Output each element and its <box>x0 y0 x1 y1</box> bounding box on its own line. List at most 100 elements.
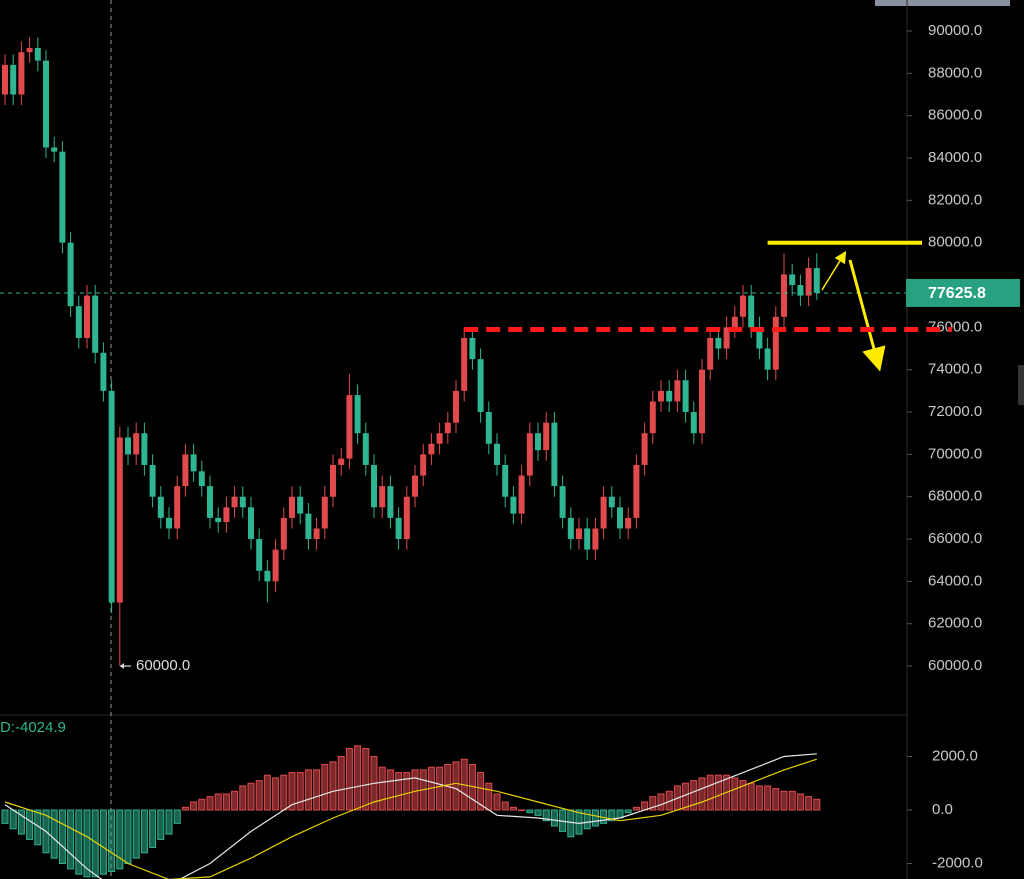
histogram-bar <box>75 809 83 875</box>
y-tick-label: 64000.0 <box>928 572 982 589</box>
histogram-bar <box>67 809 75 870</box>
histogram-bar <box>239 785 247 811</box>
candle-body <box>272 549 279 582</box>
candle-body <box>641 433 648 465</box>
histogram-bar <box>518 809 526 811</box>
histogram-bar <box>329 761 337 811</box>
candle-body <box>239 496 246 508</box>
candle-body <box>321 496 328 529</box>
candle-body <box>157 496 164 518</box>
histogram-bar <box>140 809 148 854</box>
histogram-bar <box>452 761 460 811</box>
candle-body <box>559 486 566 518</box>
candle-body <box>444 422 451 434</box>
histogram-bar <box>780 790 788 811</box>
candle-body <box>198 471 205 487</box>
axes: 60000.0 62000.0 64000.0 66000.0 68000.0 70000… <box>906 22 1020 871</box>
histogram-bar <box>231 790 239 811</box>
candle-body <box>617 507 623 529</box>
histogram-bar <box>280 774 288 811</box>
histogram-bar <box>157 809 165 840</box>
histogram-bar <box>657 793 665 811</box>
y-tick-label: 66000.0 <box>928 530 982 547</box>
candle-body <box>740 295 746 317</box>
candle-body <box>756 327 763 349</box>
histogram-bar <box>247 782 255 811</box>
candle-body <box>354 395 361 434</box>
histogram-bar <box>698 777 706 811</box>
candle-body <box>805 268 812 296</box>
histogram-bar <box>813 798 821 811</box>
candle-body <box>174 486 181 529</box>
histogram-bar <box>788 790 796 811</box>
candle-body <box>362 433 369 465</box>
candle-body <box>256 539 263 571</box>
candle-body <box>502 464 509 497</box>
candle-body <box>625 517 632 529</box>
candle-body <box>264 570 271 582</box>
candle-body <box>477 359 484 413</box>
candle-body <box>781 274 787 317</box>
histogram-bar <box>796 793 804 811</box>
candle-body <box>731 316 738 328</box>
histogram-bar <box>149 809 157 848</box>
toolbar-tab[interactable] <box>875 0 1010 6</box>
candle-body <box>403 496 410 540</box>
candle-body <box>518 475 525 514</box>
histogram-bar <box>9 809 17 830</box>
candle-body <box>789 274 796 286</box>
histogram-bar <box>690 780 698 811</box>
histogram-bar <box>263 774 271 811</box>
candle-body <box>469 337 476 360</box>
candle-body <box>371 464 377 508</box>
candle-body <box>116 437 123 603</box>
candle-body <box>690 412 697 434</box>
candle-body <box>75 306 82 338</box>
histogram-bar <box>345 747 353 811</box>
histogram-bar <box>755 785 763 811</box>
candle-body <box>346 395 353 459</box>
candle-body <box>461 337 468 391</box>
histogram-bar <box>272 777 280 811</box>
histogram-bar <box>50 809 58 859</box>
macd-panel <box>1 745 821 879</box>
histogram-bar <box>395 772 403 811</box>
candle-body <box>18 52 25 95</box>
scroll-handle[interactable] <box>1018 365 1024 405</box>
candle-body <box>436 433 443 444</box>
candle-body <box>649 401 656 434</box>
candle-body <box>100 352 107 391</box>
candle-body <box>666 390 673 402</box>
low-marker-head <box>120 663 124 670</box>
histogram-bar <box>116 809 124 870</box>
candle-body <box>92 295 99 353</box>
candle-body <box>658 390 664 402</box>
y-tick-label: 0.0 <box>932 801 953 818</box>
y-tick-label: 86000.0 <box>928 107 982 124</box>
histogram-bar <box>509 806 517 811</box>
y-tick-label: 90000.0 <box>928 22 982 39</box>
y-tick-label: 88000.0 <box>928 64 982 81</box>
histogram-bar <box>108 809 116 873</box>
macd-label: D:-4024.9 <box>0 719 66 736</box>
last-price-label: 77625.8 <box>928 285 986 302</box>
histogram-bar <box>591 809 599 827</box>
histogram-bar <box>198 798 206 811</box>
y-tick-label: 2000.0 <box>932 747 978 764</box>
histogram-bar <box>436 766 444 811</box>
candle-body <box>231 496 238 508</box>
y-tick-label: 68000.0 <box>928 488 982 505</box>
candle-body <box>125 437 131 455</box>
histogram-bar <box>542 809 550 822</box>
candle-body <box>707 337 714 370</box>
histogram-bar <box>132 809 140 859</box>
candle-body <box>633 464 640 518</box>
candle-body <box>584 528 591 550</box>
candle-body <box>51 147 58 152</box>
candle-body <box>608 496 615 508</box>
histogram-bar <box>304 769 312 811</box>
histogram-bar <box>386 769 394 811</box>
y-tick-label: 74000.0 <box>928 361 982 378</box>
histogram-bar <box>1 809 9 824</box>
